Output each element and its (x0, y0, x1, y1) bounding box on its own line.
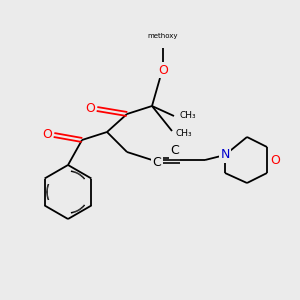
Text: CH₃: CH₃ (179, 112, 196, 121)
Text: O: O (270, 154, 280, 166)
Text: CH₃: CH₃ (175, 130, 192, 139)
Text: methoxy: methoxy (148, 33, 178, 39)
Text: N: N (220, 148, 230, 161)
Text: C: C (153, 157, 161, 169)
Text: O: O (158, 64, 168, 76)
Text: O: O (42, 128, 52, 140)
Text: O: O (85, 101, 95, 115)
Text: C: C (171, 145, 179, 158)
